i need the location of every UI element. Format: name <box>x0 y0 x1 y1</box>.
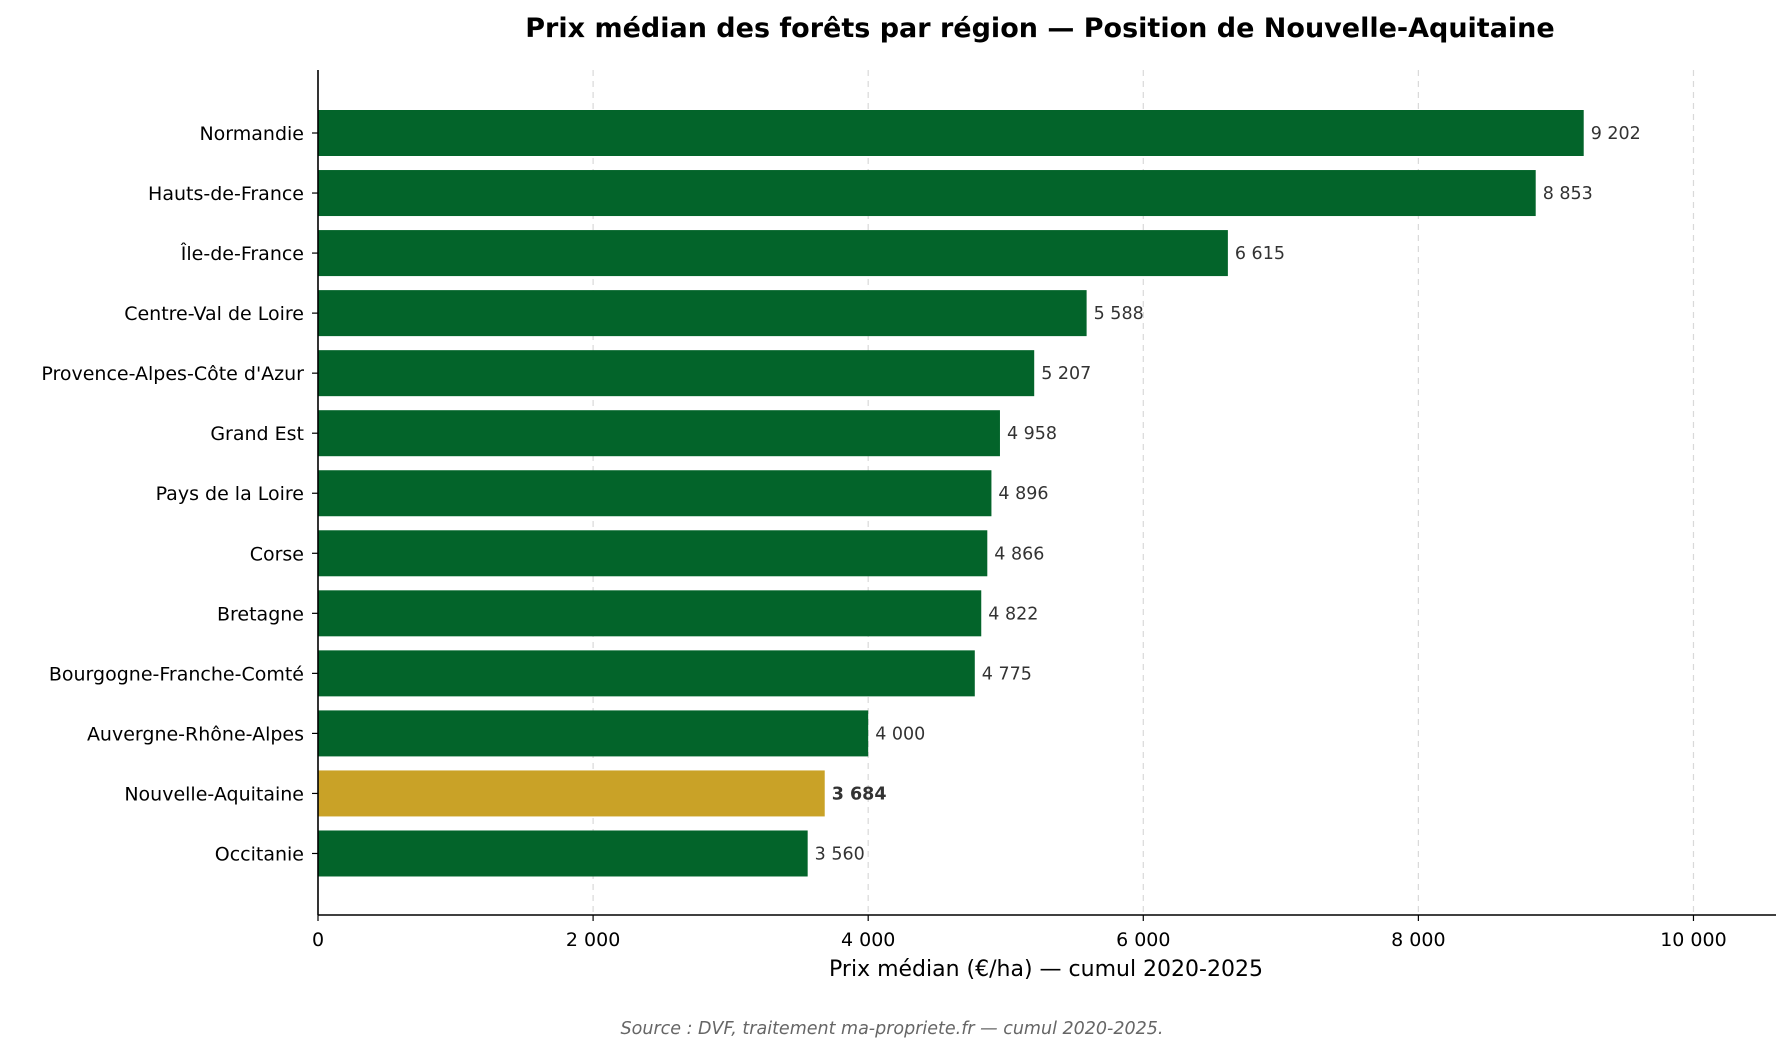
category-label: Provence-Alpes-Côte d'Azur <box>41 363 304 385</box>
axes <box>312 70 1776 921</box>
bar <box>318 410 1000 457</box>
value-label: 4 775 <box>982 664 1032 684</box>
x-axis-label: Prix médian (€/ha) — cumul 2020-2025 <box>829 957 1263 982</box>
bar <box>318 710 869 757</box>
value-label: 3 560 <box>815 844 865 864</box>
bar <box>318 470 992 517</box>
bars <box>318 110 1584 877</box>
value-label: 8 853 <box>1543 184 1593 204</box>
value-label: 4 000 <box>875 724 925 744</box>
x-tick-label: 10 000 <box>1660 929 1726 951</box>
x-tick-label: 2 000 <box>566 929 620 951</box>
value-label: 9 202 <box>1591 124 1641 144</box>
category-labels: Normandie Hauts-de-France Île-de-France Cen… <box>41 123 304 865</box>
bar <box>318 530 988 577</box>
x-tick-label: 4 000 <box>841 929 895 951</box>
category-label: Normandie <box>199 123 304 145</box>
bar <box>318 350 1035 397</box>
value-labels: 9 202 8 853 6 615 5 588 5 207 4 958 4 896 4 866… <box>815 124 1641 864</box>
bar <box>318 230 1228 277</box>
value-label: 4 958 <box>1007 424 1057 444</box>
chart-title: Prix médian des forêts par région — Posi… <box>525 13 1554 44</box>
bar <box>318 110 1584 156</box>
value-label: 5 588 <box>1094 304 1144 324</box>
value-label-highlighted: 3 684 <box>832 784 887 804</box>
category-label: Hauts-de-France <box>148 183 304 205</box>
category-label: Nouvelle-Aquitaine <box>124 783 304 805</box>
value-label: 4 822 <box>988 604 1038 624</box>
bar <box>318 290 1087 337</box>
bar <box>318 650 975 697</box>
category-label: Centre-Val de Loire <box>124 303 304 325</box>
bar <box>318 590 982 637</box>
x-tick-labels: 0 2 000 4 000 6 000 8 000 10 000 <box>312 929 1727 951</box>
bar <box>318 830 808 877</box>
category-label: Bretagne <box>217 603 304 625</box>
bar-highlighted <box>318 770 825 817</box>
category-label: Bourgogne-Franche-Comté <box>49 663 304 685</box>
value-label: 5 207 <box>1041 364 1091 384</box>
source-note: Source : DVF, traitement ma-propriete.fr… <box>621 1019 1164 1039</box>
x-tick-label: 8 000 <box>1391 929 1445 951</box>
bar <box>318 170 1536 217</box>
value-label: 4 896 <box>998 484 1048 504</box>
x-tick-label: 6 000 <box>1116 929 1170 951</box>
value-label: 6 615 <box>1235 244 1285 264</box>
x-tick-label: 0 <box>312 929 324 951</box>
category-label: Auvergne-Rhône-Alpes <box>87 723 304 745</box>
category-label: Grand Est <box>210 423 304 445</box>
value-label: 4 866 <box>994 544 1044 564</box>
category-label: Pays de la Loire <box>156 483 304 505</box>
category-label: Occitanie <box>215 843 304 865</box>
category-label: Corse <box>250 543 304 565</box>
category-label: Île-de-France <box>180 242 304 265</box>
